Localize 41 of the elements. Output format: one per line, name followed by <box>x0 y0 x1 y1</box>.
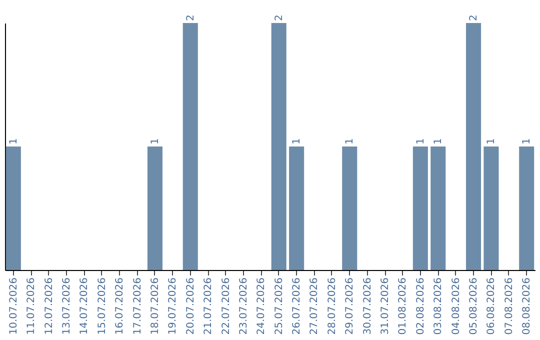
data-label: 1 <box>486 138 498 144</box>
x-tick-label: 16.07.2026 <box>114 278 126 335</box>
x-tick-label: 29.07.2026 <box>344 278 356 335</box>
x-tick-label: 04.08.2026 <box>450 278 462 335</box>
x-tick-label: 10.07.2026 <box>8 278 20 335</box>
data-label: 1 <box>292 138 303 144</box>
x-tick-label: 23.07.2026 <box>238 278 250 335</box>
x-tick-label: 19.07.2026 <box>168 278 179 335</box>
x-tick-label: 20.07.2026 <box>185 278 196 335</box>
x-tick-label: 21.07.2026 <box>203 278 214 335</box>
data-label: 1 <box>344 138 356 144</box>
data-label: 2 <box>185 14 196 21</box>
x-tick-label: 01.08.2026 <box>398 278 409 335</box>
x-tick-label: 17.07.2026 <box>132 278 144 335</box>
x-tick-label: 05.08.2026 <box>468 278 480 335</box>
data-label: 2 <box>468 14 480 21</box>
data-label: 1 <box>433 138 444 144</box>
data-label: 2 <box>274 14 285 21</box>
x-tick-label: 12.07.2026 <box>44 278 55 335</box>
x-tick-label: 11.07.2026 <box>26 278 38 335</box>
x-tick-label: 18.07.2026 <box>150 278 161 335</box>
x-tick-label: 27.07.2026 <box>309 278 320 335</box>
x-tick-label: 25.07.2026 <box>274 278 285 335</box>
data-label: 1 <box>415 138 426 144</box>
x-tick-label: 14.07.2026 <box>79 278 90 335</box>
x-tick-label: 06.08.2026 <box>486 278 498 335</box>
x-tick-label: 03.08.2026 <box>433 278 444 335</box>
x-tick-label: 30.07.2026 <box>362 278 374 335</box>
data-label: 1 <box>522 138 533 144</box>
x-tick-label: 08.08.2026 <box>522 278 533 335</box>
x-tick-label: 07.08.2026 <box>504 278 515 335</box>
x-tick-label: 15.07.2026 <box>96 278 108 335</box>
x-tick-label: 28.07.2026 <box>326 278 338 335</box>
data-label: 1 <box>8 138 20 144</box>
x-tick-label: 26.07.2026 <box>292 278 303 335</box>
data-label: 1 <box>150 138 161 144</box>
x-tick-label: 13.07.2026 <box>61 278 72 335</box>
x-tick-label: 24.07.2026 <box>256 278 268 335</box>
x-tick-label: 31.07.2026 <box>380 278 392 335</box>
x-tick-label: 02.08.2026 <box>415 278 426 335</box>
x-tick-label: 22.07.2026 <box>220 278 232 335</box>
